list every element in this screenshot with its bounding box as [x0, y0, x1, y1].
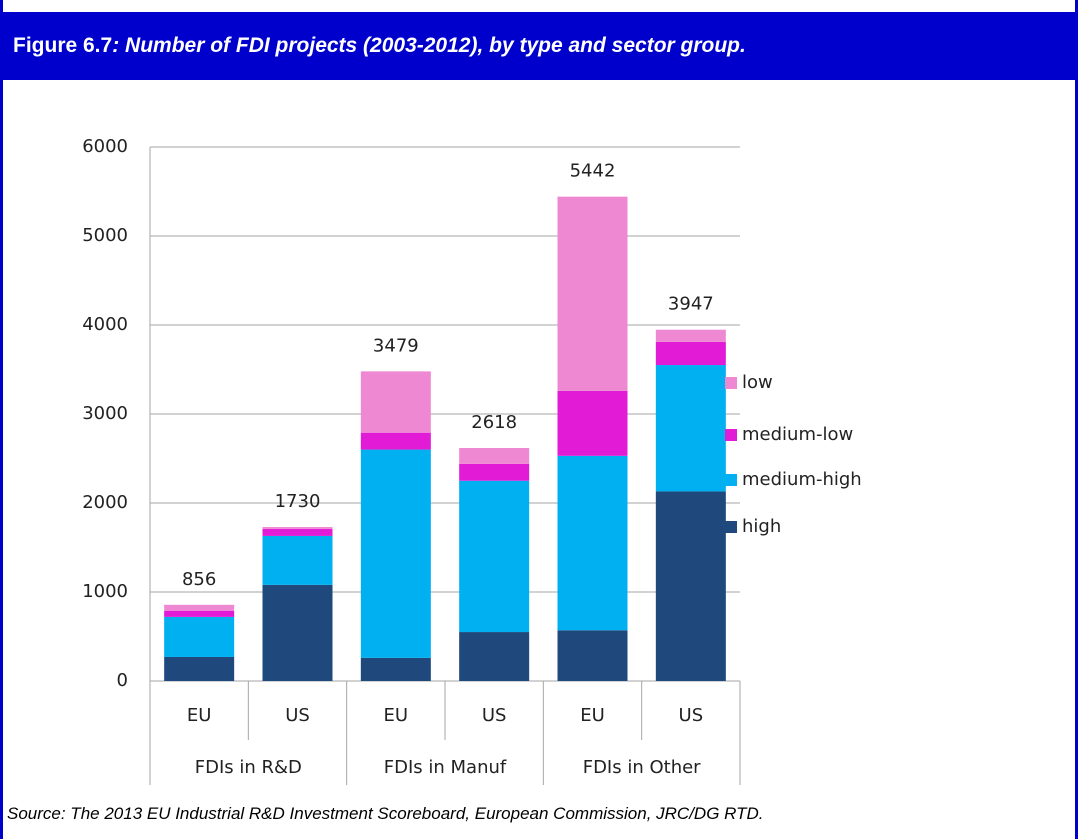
total-label: 2618	[471, 412, 517, 433]
group-label: FDIs in Other	[583, 757, 701, 778]
legend-swatch	[725, 377, 737, 389]
x-tick-label: US	[285, 705, 310, 726]
bar-segment	[557, 455, 628, 631]
bar-segment	[262, 535, 333, 585]
bar-segment	[655, 365, 726, 492]
x-tick-label: EU	[187, 705, 212, 726]
bar-segment	[655, 491, 726, 681]
legend-swatch	[725, 429, 737, 441]
legend-label: medium-high	[742, 469, 862, 490]
figure-label: Figure 6.7	[13, 34, 113, 57]
x-tick-label: US	[482, 705, 507, 726]
legend-swatch	[725, 474, 737, 486]
total-label: 3479	[373, 335, 419, 356]
bar-segment	[655, 341, 726, 366]
bar-segment	[557, 630, 628, 681]
y-tick-label: 3000	[82, 403, 128, 424]
chart-title: : Number of FDI projects (2003-2012), by…	[112, 34, 746, 57]
legend-label: low	[742, 372, 773, 393]
y-tick-label: 5000	[82, 225, 128, 246]
bar-segment	[360, 432, 431, 450]
y-tick-label: 2000	[82, 492, 128, 513]
bar-segment	[459, 463, 530, 481]
chart: 0 1000 2000 3000 4000 5000 6000 856 EU 1730 US 3479…	[82, 136, 862, 785]
y-tick-label: 4000	[82, 314, 128, 335]
legend-label: high	[742, 516, 781, 537]
legend-swatch	[725, 521, 737, 533]
bar-segment	[360, 657, 431, 681]
source: Source: The 2013 EU Industrial R&D Inves…	[7, 804, 764, 823]
bar-segment	[164, 656, 235, 681]
bar-segment	[557, 196, 628, 391]
x-tick-label: US	[679, 705, 704, 726]
bar-segment	[164, 604, 235, 611]
bar-segment	[262, 527, 333, 529]
total-label: 3947	[668, 294, 714, 315]
group-label: FDIs in Manuf	[384, 757, 507, 778]
x-tick-label: EU	[580, 705, 605, 726]
bar-segment	[262, 528, 333, 536]
bar-segment	[164, 610, 235, 617]
total-label: 1730	[275, 491, 321, 512]
bar-segment	[360, 371, 431, 433]
legend-label: medium-low	[742, 424, 853, 445]
bar-segment	[164, 616, 235, 657]
bar-segment	[360, 449, 431, 658]
total-label: 856	[182, 569, 216, 590]
y-tick-label: 6000	[82, 136, 128, 157]
bar-segment	[459, 480, 530, 633]
group-label: FDIs in R&D	[195, 757, 302, 778]
bar-segment	[459, 447, 530, 464]
x-tick-label: EU	[384, 705, 409, 726]
bar-segment	[655, 329, 726, 342]
y-tick-label: 1000	[82, 581, 128, 602]
total-label: 5442	[570, 161, 616, 182]
header: Figure 6.7: Number of FDI projects (2003…	[3, 12, 1075, 80]
bar-segment	[459, 632, 530, 681]
bar-segment	[262, 584, 333, 681]
bar-segment	[557, 390, 628, 456]
y-tick-label: 0	[117, 670, 128, 691]
